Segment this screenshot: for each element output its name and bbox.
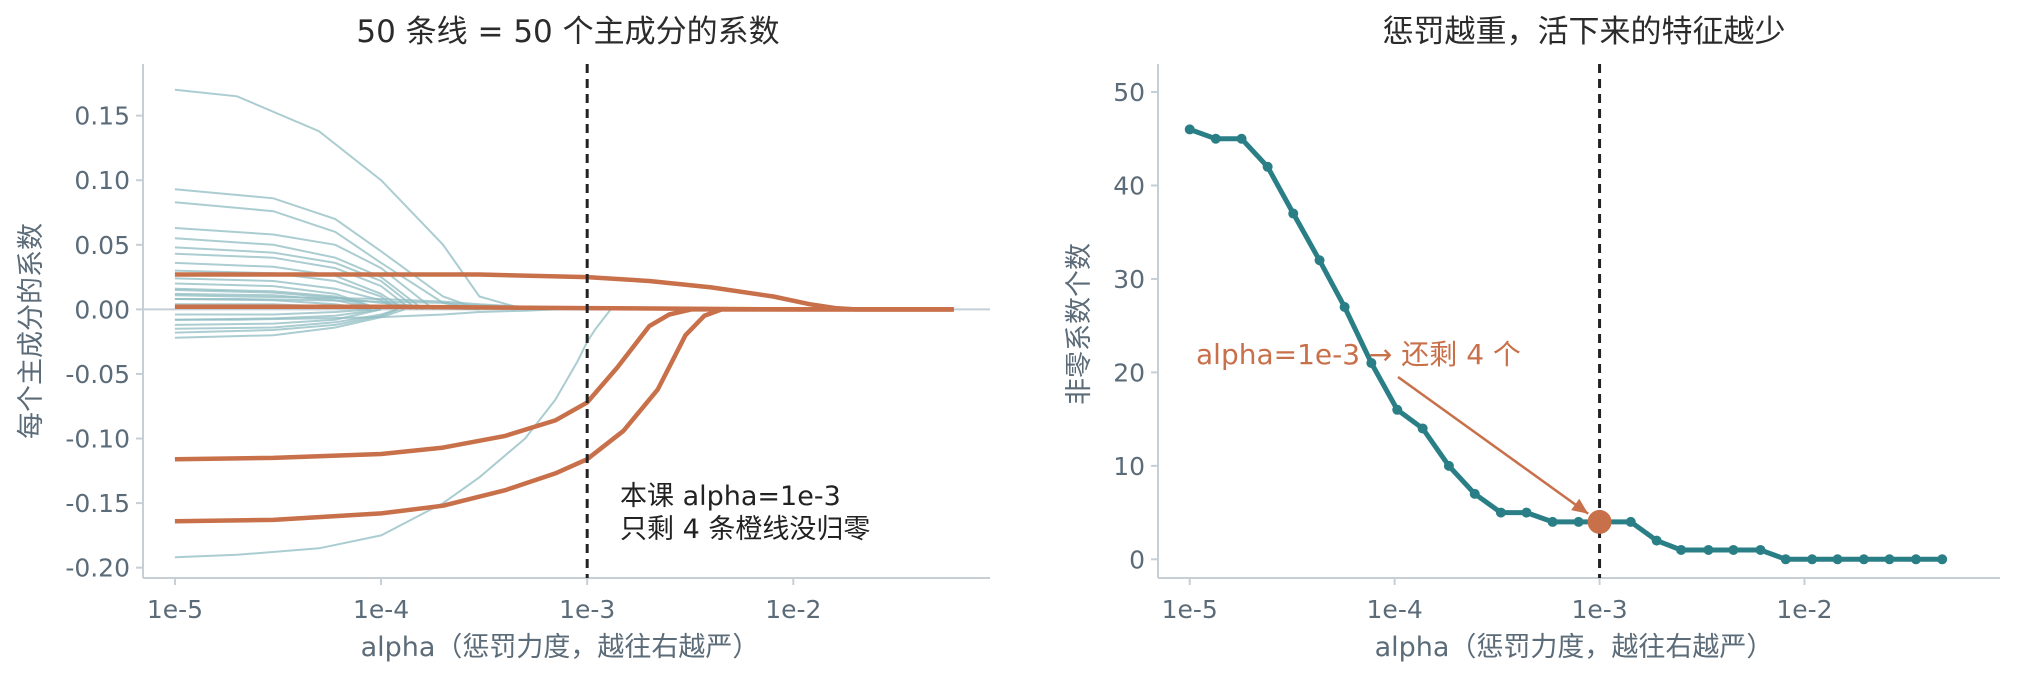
left-x-tick-label: 1e-2 (765, 595, 821, 624)
left-orange-line (174, 307, 954, 462)
right-x-tick-label: 1e-3 (1571, 595, 1627, 624)
right-chart-title: 惩罚越重，活下来的特征越少 (1383, 14, 1786, 50)
right-series-point (1937, 554, 1948, 565)
left-bg-line (174, 308, 382, 326)
right-x-tick-label: 1e-2 (1776, 595, 1832, 624)
left-annotation-line-2: 只剩 4 条橙线没归零 (620, 514, 870, 545)
right-series-point (1184, 124, 1195, 135)
right-y-tick-label: 10 (1113, 452, 1145, 481)
left-bg-line (174, 252, 412, 311)
right-series-point (1910, 554, 1921, 565)
right-series-point (1417, 423, 1428, 434)
right-chart: 惩罚越重，活下来的特征越少 50 40 30 20 10 0 1e-5 1e-4 1e-3 1e-… (1064, 14, 2000, 663)
left-chart: 50 条线 = 50 个主成分的系数 0.15 0.10 0.05 0.00 -0.05… (16, 14, 990, 663)
right-y-tick-label: 40 (1113, 171, 1145, 200)
right-series-point (1625, 516, 1636, 527)
right-y-tick-label: 20 (1113, 358, 1145, 387)
left-y-tick-label: -0.10 (65, 425, 130, 454)
right-x-tick-label: 1e-5 (1162, 595, 1218, 624)
right-series-point (1210, 133, 1221, 144)
right-annotation: alpha=1e-3 → 还剩 4 个 (1196, 338, 1521, 371)
right-series-point (1339, 301, 1350, 312)
right-series-point (1651, 535, 1662, 546)
right-y-tick-label: 30 (1113, 265, 1145, 294)
right-series-point (1780, 554, 1791, 565)
right-series-point (1288, 208, 1299, 219)
left-bg-line (174, 308, 405, 339)
right-annotation-arrow (1397, 375, 1589, 515)
right-series-point (1728, 544, 1739, 555)
right-series-point (1755, 544, 1766, 555)
right-series-point (1832, 554, 1843, 565)
right-highlight-point (1587, 509, 1612, 534)
right-series-point (1521, 507, 1532, 518)
right-series-point (1366, 358, 1377, 369)
left-y-tick-label: 0.05 (74, 231, 130, 260)
right-series-point (1703, 544, 1714, 555)
right-series-point (1884, 554, 1895, 565)
right-series-point (1858, 554, 1869, 565)
right-y-axis-label: 非零系数个数 (1064, 243, 1095, 405)
left-bg-line (174, 246, 419, 311)
right-series-point (1676, 544, 1687, 555)
right-x-axis-label: alpha（惩罚力度，越往右越严） (1375, 632, 1774, 663)
right-series-point (1469, 488, 1480, 499)
left-x-tick-label: 1e-5 (147, 595, 203, 624)
left-y-tick-label: -0.05 (65, 360, 130, 389)
left-bg-line (174, 308, 398, 334)
left-chart-title: 50 条线 = 50 个主成分的系数 (356, 14, 779, 50)
right-series-point (1236, 133, 1247, 144)
right-y-tick-label: 50 (1113, 78, 1145, 107)
left-y-tick-label: -0.15 (65, 489, 130, 518)
right-annotation-arrowhead (1571, 498, 1589, 514)
left-x-axis-label: alpha（惩罚力度，越往右越严） (361, 632, 760, 663)
right-plot-area: 50 40 30 20 10 0 1e-5 1e-4 1e-3 1e-2 (1113, 64, 2000, 624)
right-series-point (1392, 404, 1403, 415)
left-bg-line (174, 308, 372, 316)
left-y-axis-label: 每个主成分的系数 (16, 223, 47, 439)
right-series-point (1547, 516, 1558, 527)
left-x-tick-label: 1e-4 (353, 595, 409, 624)
left-y-tick-label: 0.10 (74, 166, 130, 195)
right-series-point (1495, 507, 1506, 518)
right-series-point (1807, 554, 1818, 565)
left-y-tick-label: -0.20 (65, 554, 130, 583)
right-series-point (1262, 161, 1273, 172)
left-bg-line (174, 287, 382, 311)
left-y-tick-label: 0.15 (74, 102, 130, 131)
right-x-tick-label: 1e-4 (1367, 595, 1423, 624)
left-y-tick-label: 0.00 (74, 295, 130, 324)
right-series-point (1314, 255, 1325, 266)
left-bg-line (174, 188, 480, 311)
left-annotation-line-1: 本课 alpha=1e-3 (620, 481, 841, 512)
left-bg-line (174, 308, 556, 321)
right-series-point (1443, 460, 1454, 471)
left-bg-line (174, 227, 435, 311)
right-series-point (1573, 516, 1584, 527)
left-bg-line (174, 237, 424, 311)
left-plot-area: 0.15 0.10 0.05 0.00 -0.05 -0.10 -0.15 -0.20 1e-5… (65, 64, 990, 624)
right-y-tick-label: 0 (1129, 545, 1145, 574)
left-x-tick-label: 1e-3 (559, 595, 615, 624)
